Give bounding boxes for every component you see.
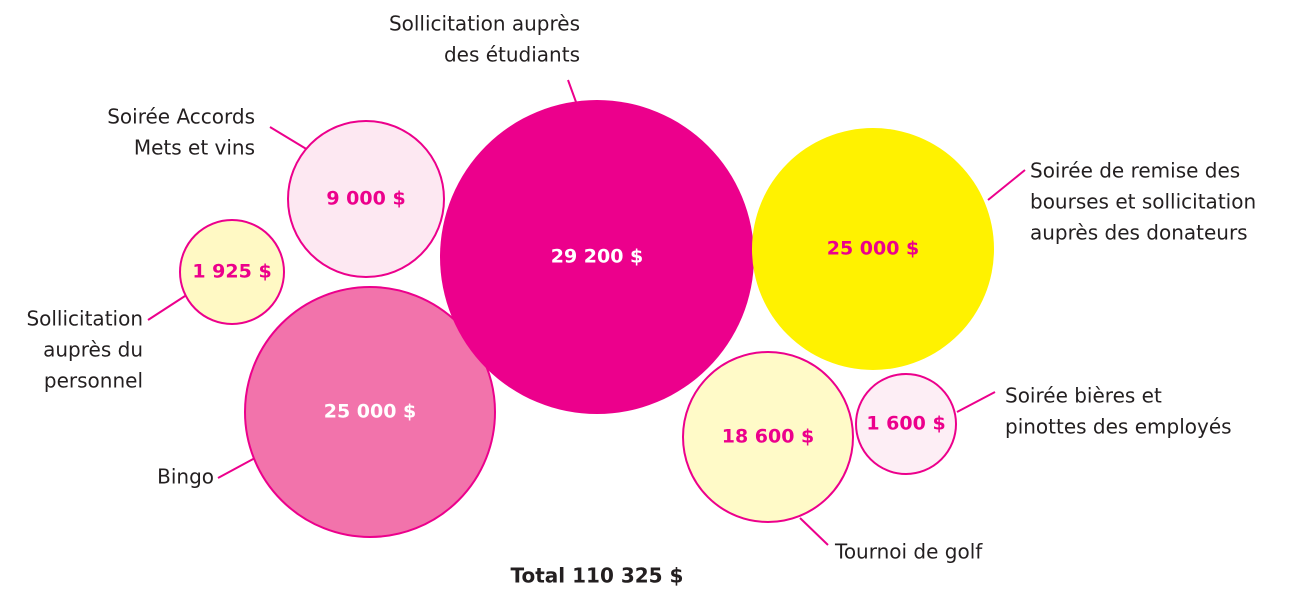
bubble — [287, 120, 445, 278]
value-label: 18 600 $ — [722, 426, 815, 448]
leader-line — [217, 457, 256, 479]
value-label: 25 000 $ — [827, 238, 920, 260]
bubble-label: auprès du — [43, 338, 143, 362]
total: Total 110 325 $ — [511, 564, 684, 588]
bubble-label: personnel — [44, 369, 143, 393]
leader-line — [956, 391, 996, 413]
bubble — [179, 219, 285, 325]
value-label: 1 600 $ — [866, 413, 945, 435]
bubble — [440, 100, 754, 414]
bubble — [244, 286, 496, 538]
leader-line — [799, 517, 829, 546]
value-label: 29 200 $ — [551, 246, 644, 268]
bubble-label: bourses et sollicitation — [1030, 190, 1256, 214]
bubble — [752, 128, 994, 370]
bubble — [682, 351, 854, 523]
bubble-label: pinottes des employés — [1005, 415, 1232, 439]
bubble-label: des étudiants — [444, 43, 580, 67]
bubble-label: Soirée de remise des — [1030, 159, 1240, 183]
bubble-label: Sollicitation auprès — [389, 12, 580, 36]
leader-line — [567, 79, 577, 103]
value-label: 9 000 $ — [326, 188, 405, 210]
leader-line — [147, 295, 186, 321]
leader-line — [987, 169, 1026, 201]
bubble-label: Sollicitation — [26, 307, 143, 331]
bubble-label: Tournoi de golf — [834, 540, 983, 564]
bubble-label: Soirée bières et — [1005, 384, 1162, 408]
bubble — [855, 373, 957, 475]
bubble-label: Bingo — [157, 465, 214, 489]
value-label: 1 925 $ — [192, 261, 271, 283]
bubble-label: auprès des donateurs — [1030, 221, 1248, 245]
bubble-label: Mets et vins — [134, 136, 255, 160]
value-label: 25 000 $ — [324, 401, 417, 423]
leader-line — [269, 126, 309, 151]
bubble-label: Soirée Accords — [107, 105, 255, 129]
